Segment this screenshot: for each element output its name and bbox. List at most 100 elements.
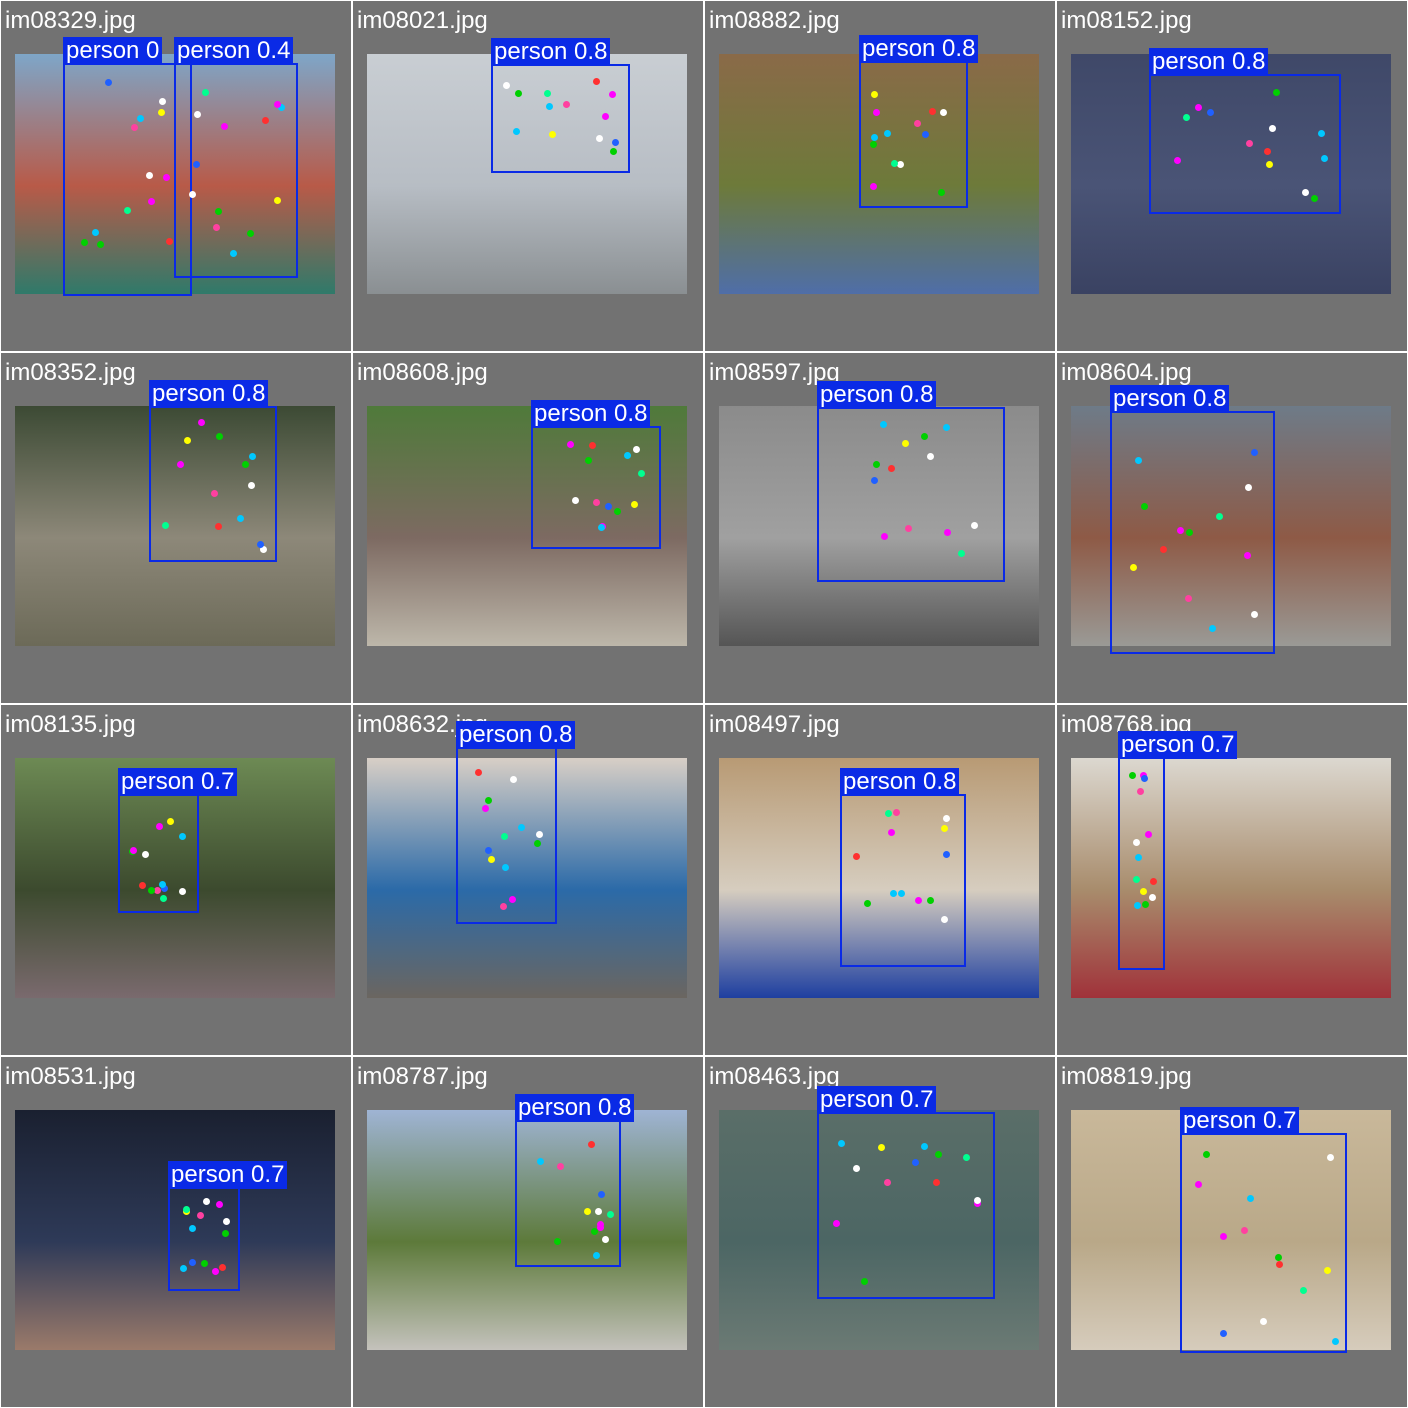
- keypoint-marker: [887, 464, 895, 472]
- keypoint-marker: [1135, 457, 1143, 465]
- keypoint-marker: [602, 112, 610, 120]
- keypoint-marker: [589, 442, 597, 450]
- detection-label: person 0.8: [1149, 48, 1269, 76]
- detection-label: person 0.7: [817, 1086, 937, 1114]
- keypoint-marker: [189, 1224, 197, 1232]
- keypoint-marker: [934, 1151, 942, 1159]
- keypoint-marker: [872, 109, 880, 117]
- person-bounding-box: person 0.7: [1180, 1107, 1347, 1353]
- scene-photo: [367, 54, 687, 294]
- keypoint-marker: [1137, 788, 1145, 796]
- keypoint-marker: [973, 1200, 981, 1208]
- image-tile: im08497.jpg person 0.8: [705, 705, 1055, 1055]
- keypoint-marker: [1144, 830, 1152, 838]
- keypoint-marker: [890, 159, 898, 167]
- keypoint-marker: [257, 540, 265, 548]
- keypoint-marker: [921, 130, 929, 138]
- image-tile: im08768.jpg person 0.7: [1057, 705, 1407, 1055]
- keypoint-marker: [584, 1208, 592, 1216]
- keypoint-marker: [941, 825, 949, 833]
- keypoint-marker: [216, 432, 224, 440]
- keypoint-marker: [179, 888, 187, 896]
- tile-filename: im08531.jpg: [5, 1063, 136, 1090]
- keypoint-marker: [534, 839, 542, 847]
- tile-filename: im08329.jpg: [5, 7, 136, 34]
- detection-label: person 0.8: [840, 768, 960, 796]
- keypoint-marker: [212, 1267, 220, 1275]
- detection-label: person 0.8: [149, 380, 269, 408]
- keypoint-marker: [1174, 156, 1182, 164]
- keypoint-marker: [1141, 503, 1149, 511]
- person-bounding-box: person 0: [63, 37, 192, 296]
- person-bounding-box: person 0.8: [491, 38, 630, 173]
- detection-label: person 0.8: [1110, 385, 1230, 413]
- keypoint-marker: [592, 1252, 600, 1260]
- keypoint-marker: [1219, 1232, 1227, 1240]
- keypoint-marker: [221, 123, 229, 131]
- keypoint-marker: [572, 496, 580, 504]
- keypoint-marker: [179, 1265, 187, 1273]
- image-tile: im08329.jpg person 0 person 0.4: [1, 1, 351, 351]
- keypoint-marker: [515, 89, 523, 97]
- keypoint-marker: [193, 110, 201, 118]
- keypoint-marker: [962, 1153, 970, 1161]
- keypoint-marker: [176, 461, 184, 469]
- keypoint-marker: [1245, 139, 1253, 147]
- keypoint-marker: [609, 148, 617, 156]
- keypoint-marker: [277, 104, 285, 112]
- keypoint-marker: [237, 515, 245, 523]
- image-tile: im08819.jpg person 0.7: [1057, 1057, 1407, 1407]
- keypoint-marker: [1244, 484, 1252, 492]
- keypoint-marker: [567, 441, 575, 449]
- keypoint-marker: [546, 102, 554, 110]
- keypoint-marker: [104, 79, 112, 87]
- keypoint-marker: [502, 82, 510, 90]
- person-bounding-box: person 0.7: [118, 768, 238, 913]
- keypoint-marker: [932, 1178, 940, 1186]
- keypoint-marker: [1206, 109, 1214, 116]
- keypoint-marker: [159, 98, 167, 106]
- keypoint-marker: [548, 130, 556, 138]
- scene-photo: [1071, 758, 1391, 998]
- keypoint-marker: [202, 88, 210, 96]
- detection-label: person 0.8: [817, 381, 937, 409]
- tile-filename: im08608.jpg: [357, 359, 488, 386]
- keypoint-marker: [502, 863, 510, 871]
- keypoint-marker: [592, 499, 600, 507]
- keypoint-marker: [518, 824, 526, 832]
- keypoint-marker: [624, 452, 632, 460]
- keypoint-marker: [485, 796, 493, 804]
- keypoint-marker: [943, 815, 951, 823]
- keypoint-marker: [248, 482, 256, 490]
- keypoint-marker: [249, 453, 257, 461]
- keypoint-marker: [611, 138, 619, 146]
- keypoint-marker: [1320, 155, 1328, 163]
- keypoint-marker: [1133, 876, 1141, 884]
- detection-label: person 0.4: [174, 37, 294, 65]
- keypoint-marker: [1139, 888, 1147, 896]
- keypoint-marker: [216, 1201, 224, 1209]
- keypoint-marker: [1327, 1153, 1335, 1161]
- keypoint-marker: [219, 1264, 227, 1272]
- keypoint-marker: [940, 916, 948, 923]
- keypoint-marker: [596, 134, 604, 142]
- keypoint-marker: [241, 460, 249, 468]
- person-bounding-box: person 0.7: [1118, 731, 1238, 970]
- keypoint-marker: [1331, 1338, 1339, 1346]
- keypoint-marker: [535, 830, 543, 838]
- keypoint-marker: [631, 501, 639, 509]
- keypoint-marker: [1299, 1287, 1307, 1295]
- keypoint-marker: [1265, 160, 1273, 168]
- keypoint-marker: [594, 1208, 602, 1216]
- keypoint-marker: [554, 1237, 562, 1245]
- keypoint-marker: [852, 853, 860, 861]
- keypoint-marker: [215, 522, 223, 530]
- keypoint-marker: [1310, 194, 1318, 202]
- person-bounding-box: person 0.8: [456, 721, 576, 924]
- scene-photo: [367, 758, 687, 998]
- image-tile: im08135.jpg person 0.7: [1, 705, 351, 1055]
- keypoint-marker: [1301, 189, 1309, 197]
- keypoint-marker: [1243, 551, 1251, 559]
- keypoint-marker: [938, 188, 946, 196]
- keypoint-marker: [861, 1278, 869, 1286]
